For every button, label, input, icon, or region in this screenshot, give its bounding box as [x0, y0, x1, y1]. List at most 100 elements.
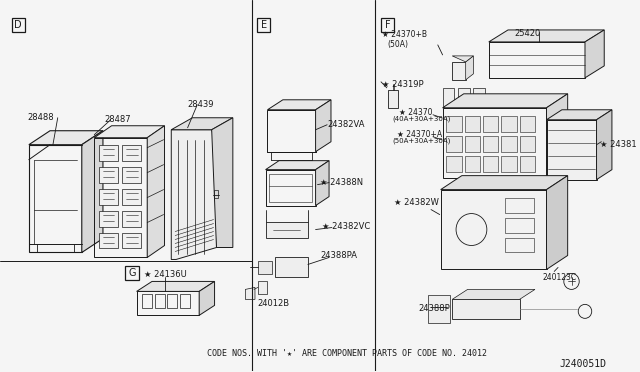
Text: 28487: 28487 [104, 115, 131, 124]
Bar [99, 232, 118, 248]
Text: (50A): (50A) [388, 40, 409, 49]
Polygon shape [443, 108, 547, 178]
Polygon shape [258, 282, 268, 294]
Bar [520, 136, 535, 152]
Bar [465, 155, 480, 171]
Text: ★ 24382W: ★ 24382W [394, 198, 439, 206]
Bar [122, 145, 141, 161]
Bar [501, 136, 516, 152]
Text: D: D [15, 20, 22, 30]
Text: F: F [385, 20, 390, 30]
Polygon shape [316, 161, 329, 206]
Bar [501, 116, 516, 132]
Polygon shape [94, 126, 164, 138]
Text: ★ 24319P: ★ 24319P [382, 80, 424, 89]
Polygon shape [547, 176, 568, 269]
Text: (40A+30A+30A): (40A+30A+30A) [392, 116, 451, 122]
Polygon shape [452, 56, 474, 62]
Polygon shape [316, 100, 331, 152]
Text: (50A+30A+30A): (50A+30A+30A) [392, 138, 451, 144]
Polygon shape [172, 130, 216, 259]
Bar [99, 189, 118, 205]
Bar [465, 116, 480, 132]
Polygon shape [452, 289, 535, 299]
Polygon shape [547, 120, 596, 180]
Bar [122, 167, 141, 183]
Bar [269, 174, 312, 202]
Bar [122, 211, 141, 227]
Polygon shape [466, 56, 474, 80]
Polygon shape [245, 288, 255, 299]
Polygon shape [199, 282, 214, 315]
Bar [505, 198, 534, 212]
Bar [501, 155, 516, 171]
Bar [483, 136, 499, 152]
Text: 24382VA: 24382VA [327, 120, 365, 129]
Bar [142, 294, 152, 308]
Text: ★ 24388N: ★ 24388N [321, 178, 364, 187]
Polygon shape [452, 62, 466, 80]
Bar [180, 294, 189, 308]
Bar [447, 136, 462, 152]
Bar [505, 218, 534, 232]
Polygon shape [266, 161, 329, 170]
Text: E: E [260, 20, 267, 30]
Bar [257, 18, 270, 32]
Polygon shape [443, 94, 568, 108]
Polygon shape [258, 262, 272, 275]
Polygon shape [458, 88, 470, 106]
Polygon shape [212, 118, 233, 247]
Text: ★ 24370: ★ 24370 [399, 108, 433, 117]
Polygon shape [428, 295, 451, 323]
Polygon shape [547, 94, 568, 178]
Text: ★ 24136U: ★ 24136U [145, 270, 187, 279]
Bar [12, 18, 25, 32]
Bar [381, 18, 394, 32]
Text: J240051D: J240051D [559, 359, 606, 369]
Bar [447, 116, 462, 132]
Bar [122, 232, 141, 248]
Text: ★ 24382VC: ★ 24382VC [323, 222, 371, 231]
Text: CODE NOS. WITH '★' ARE COMPONENT PARTS OF CODE NO. 24012: CODE NOS. WITH '★' ARE COMPONENT PARTS O… [207, 349, 487, 358]
Bar [483, 155, 499, 171]
Polygon shape [172, 118, 233, 130]
Text: 28488: 28488 [27, 113, 54, 122]
Text: 25420: 25420 [515, 29, 541, 38]
Polygon shape [547, 110, 612, 120]
Bar [125, 266, 138, 280]
Text: ★ 24370+A: ★ 24370+A [397, 130, 442, 139]
Bar [99, 167, 118, 183]
Polygon shape [452, 299, 520, 319]
Bar [155, 294, 164, 308]
Text: 24388P: 24388P [419, 304, 451, 313]
Polygon shape [29, 131, 103, 145]
Polygon shape [441, 190, 547, 269]
Text: ★ 24381: ★ 24381 [600, 140, 637, 149]
Text: 24388PA: 24388PA [321, 251, 357, 260]
Bar [520, 155, 535, 171]
Polygon shape [266, 222, 308, 237]
Text: 28439: 28439 [188, 100, 214, 109]
Polygon shape [136, 282, 214, 291]
Text: G: G [128, 269, 136, 278]
Polygon shape [489, 30, 604, 42]
Polygon shape [474, 88, 485, 106]
Polygon shape [268, 100, 331, 110]
Bar [214, 190, 218, 198]
Bar [520, 116, 535, 132]
Bar [168, 294, 177, 308]
Polygon shape [441, 176, 568, 190]
Polygon shape [585, 30, 604, 78]
Text: 240123C: 240123C [543, 273, 577, 282]
Bar [99, 211, 118, 227]
Bar [483, 116, 499, 132]
Polygon shape [388, 90, 398, 108]
Polygon shape [82, 131, 103, 253]
Bar [99, 145, 118, 161]
Bar [122, 189, 141, 205]
Polygon shape [596, 110, 612, 180]
Polygon shape [147, 126, 164, 257]
Text: 24012B: 24012B [258, 299, 290, 308]
Bar [465, 136, 480, 152]
Text: ★ 24370+B: ★ 24370+B [382, 30, 427, 39]
